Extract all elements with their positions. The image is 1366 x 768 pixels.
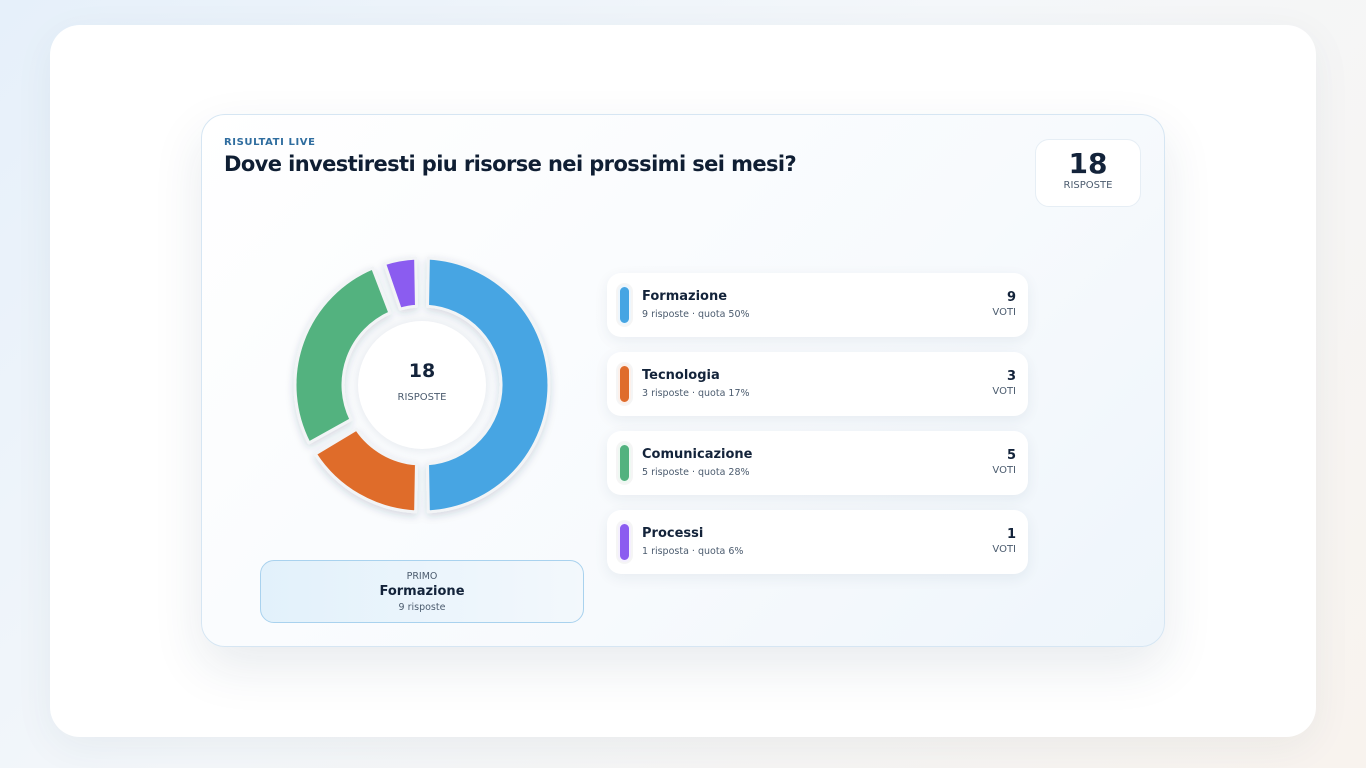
leader-detail: 9 risposte xyxy=(398,602,446,613)
option-votes-unit: VOTI xyxy=(992,386,1016,397)
option-row: Formazione 9 risposte · quota 50% 9 VOTI xyxy=(607,273,1028,337)
options-list: Formazione 9 risposte · quota 50% 9 VOTI Tec… xyxy=(607,273,1028,589)
option-row: Tecnologia 3 risposte · quota 17% 3 VOTI xyxy=(607,352,1028,416)
option-name: Formazione xyxy=(642,289,728,304)
option-votes-unit: VOTI xyxy=(992,465,1016,476)
option-detail: 1 risposta · quota 6% xyxy=(642,546,744,557)
option-swatch xyxy=(618,285,631,325)
total-value: 18 xyxy=(1068,147,1108,180)
leader-box: PRIMO Formazione 9 risposte xyxy=(260,560,584,623)
leader-name: Formazione xyxy=(379,584,465,599)
donut-segment xyxy=(383,256,418,311)
option-votes: 5 xyxy=(1006,448,1016,463)
option-votes-unit: VOTI xyxy=(992,544,1016,555)
donut-segment xyxy=(313,427,418,514)
option-votes: 3 xyxy=(1006,369,1016,384)
option-name: Comunicazione xyxy=(642,447,753,462)
option-row: Comunicazione 5 risposte · quota 28% 5 VOTI xyxy=(607,431,1028,495)
total-label: RISPOSTE xyxy=(1063,180,1113,191)
donut-chart: 18 RISPOSTE xyxy=(293,256,551,514)
option-detail: 3 risposte · quota 17% xyxy=(642,388,750,399)
donut-segment xyxy=(426,256,551,514)
option-votes-unit: VOTI xyxy=(992,307,1016,318)
leader-label: PRIMO xyxy=(406,571,438,582)
option-name: Processi xyxy=(642,526,704,541)
total-box: 18 RISPOSTE xyxy=(1035,139,1141,207)
option-swatch xyxy=(618,443,631,483)
option-swatch xyxy=(618,364,631,404)
option-votes: 1 xyxy=(1006,527,1016,542)
option-votes: 9 xyxy=(1006,290,1016,305)
center-label: RISPOSTE xyxy=(398,392,447,403)
center-value: 18 xyxy=(409,360,435,382)
option-row: Processi 1 risposta · quota 6% 1 VOTI xyxy=(607,510,1028,574)
question-title: Dove investiresti piu risorse nei prossi… xyxy=(224,152,797,176)
option-detail: 9 risposte · quota 50% xyxy=(642,309,750,320)
option-name: Tecnologia xyxy=(642,368,720,383)
donut-center xyxy=(358,321,486,449)
donut-segment xyxy=(293,266,392,445)
option-swatch xyxy=(618,522,631,562)
eyebrow: RISULTATI LIVE xyxy=(224,137,316,148)
option-detail: 5 risposte · quota 28% xyxy=(642,467,750,478)
